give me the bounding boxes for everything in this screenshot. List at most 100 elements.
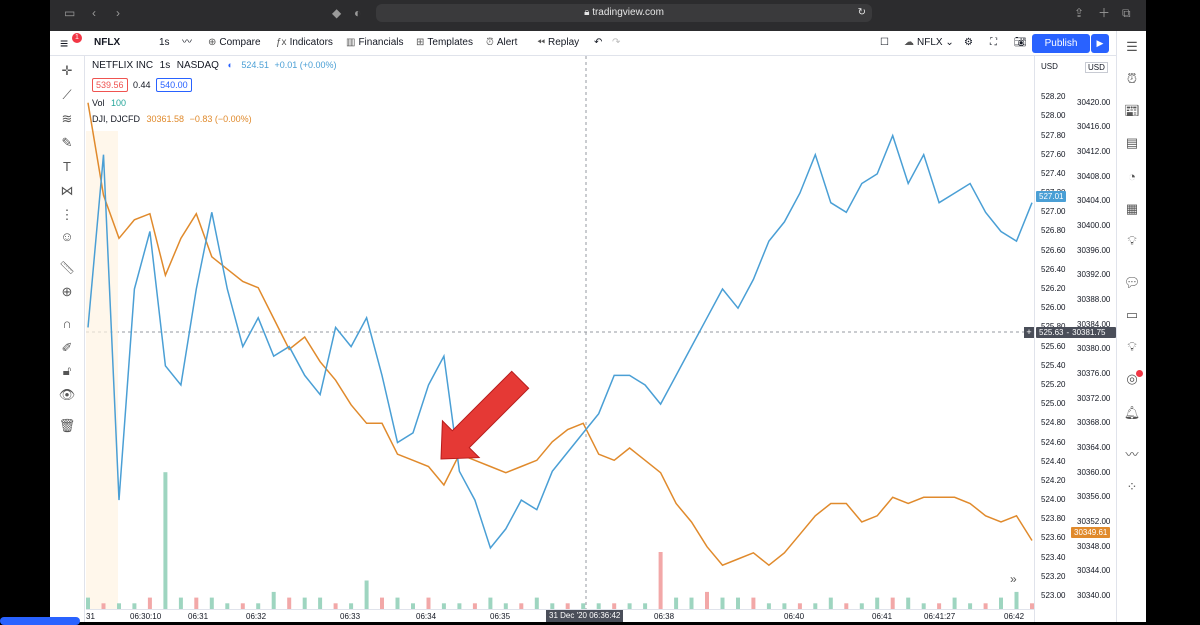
zoom-icon[interactable]: ⊕ [61, 284, 73, 299]
tab-overview-icon[interactable]: ⧉ [1122, 6, 1131, 20]
menu-icon[interactable]: ≡ [60, 35, 69, 51]
bottom-blue-button[interactable] [0, 617, 80, 625]
volume-bar [349, 603, 354, 609]
more-icon[interactable]: ⁘ [1126, 479, 1138, 494]
layout-icon[interactable]: ☐ [880, 37, 889, 48]
publish-button[interactable]: Publish [1032, 34, 1090, 53]
left-axis-tick: 526.80 [1041, 226, 1066, 236]
volume-bar [225, 603, 230, 609]
measure-range-icon[interactable]: ⋮ [60, 207, 74, 222]
replay-button[interactable]: ⏪︎ Replay [537, 31, 579, 55]
financials-label: Financials [358, 37, 404, 48]
notifications-bell-icon[interactable]: 🔔︎ [1123, 405, 1141, 420]
volume-bar [952, 597, 957, 609]
eye-icon[interactable]: 👁︎ [58, 387, 76, 402]
main-legend: NETFLIX INC 1s NASDAQ ◐ 524.51 +0.01 (+0… [92, 60, 337, 71]
cloud-icon: ☁︎ [904, 37, 914, 48]
messages-icon[interactable]: ▭ [1125, 307, 1139, 322]
volume-bar [380, 597, 384, 609]
volume-bar [411, 603, 415, 609]
volume-bar [441, 603, 446, 609]
fib-tool-icon[interactable]: ≋ [61, 111, 73, 126]
address-bar[interactable]: 🔒︎ tradingview.com ↻ [376, 4, 872, 22]
bid-ask-row: 539.56 0.44 540.00 [92, 78, 195, 92]
crosshair-icon[interactable]: ✛ [61, 63, 73, 78]
emoji-icon[interactable]: ☺︎ [60, 229, 74, 244]
watchlist-icon[interactable]: ☰ [1126, 39, 1138, 54]
right-axis-tick: 30404.00 [1077, 196, 1111, 206]
idea-stream-icon[interactable]: 💡︎ [1127, 339, 1137, 354]
compare-label: Compare [219, 37, 261, 48]
alert-button[interactable]: ⏰︎ Alert [486, 31, 517, 55]
right-axis-tick: 30384.00 [1077, 319, 1111, 329]
lock-drawing-icon[interactable]: ✐ [61, 340, 73, 355]
price-axes[interactable]: USD USD 528.20 528.00 527.80 527.60 527.40 52… [1034, 56, 1117, 622]
settings-icon[interactable]: ⚙︎ [964, 37, 973, 48]
pattern-icon[interactable]: ⋈ [60, 183, 74, 198]
share-icon[interactable]: ⇪ [1074, 6, 1085, 20]
trash-icon[interactable]: 🗑︎ [58, 418, 76, 433]
volume-bar [472, 603, 477, 609]
chats-icon[interactable]: 💬︎ [1123, 275, 1141, 290]
data-window-icon[interactable]: ▤ [1125, 135, 1139, 150]
tradingview-app: ≡ 1 NFLX 1s 〰 ⊕ Compare ƒx Indicators ▥ Fin… [50, 31, 1146, 622]
forward-icon[interactable]: › [116, 6, 120, 20]
symbol-search-button[interactable]: NFLX [94, 37, 121, 48]
financials-button[interactable]: ▥ Financials [346, 31, 403, 55]
compare-button[interactable]: ⊕ Compare [208, 31, 261, 55]
hotlists-icon[interactable]: ◔ [1128, 169, 1136, 184]
undo-icon[interactable]: ↶ [594, 37, 603, 48]
notification-badge: 1 [72, 33, 82, 43]
text-tool-icon[interactable]: T [63, 159, 71, 174]
chart-type-icon[interactable]: 〰 [182, 37, 192, 48]
trendline-icon[interactable]: ⟋ [62, 87, 72, 102]
left-axis-tick: 525.00 [1041, 399, 1066, 409]
volume-bar [720, 597, 725, 609]
streams-icon[interactable]: ◎ [1126, 371, 1138, 386]
left-axis-tick: 525.80 [1041, 322, 1065, 331]
redo-icon[interactable]: ↷ [612, 37, 621, 48]
reload-icon[interactable]: ↻ [857, 7, 866, 18]
volume-bar [828, 597, 833, 609]
left-letterbox [0, 31, 50, 622]
volume-bar [163, 472, 168, 609]
bid-box[interactable]: 539.56 [92, 78, 128, 92]
indicators-button[interactable]: ƒx Indicators [276, 31, 333, 55]
ruler-icon[interactable]: 📏︎ [58, 260, 76, 275]
brush-icon[interactable]: ✎ [61, 135, 73, 150]
privacy-icon[interactable]: ◐ [354, 6, 362, 20]
back-icon[interactable]: ‹ [92, 6, 96, 20]
calendar-icon[interactable]: ▦ [1125, 201, 1139, 216]
templates-button[interactable]: ⊞ Templates [416, 31, 473, 55]
right-axis-currency[interactable]: USD [1085, 62, 1108, 73]
scroll-right-icon[interactable]: » [1010, 572, 1017, 586]
compare-symbol: DJI, DJCFD [92, 114, 140, 124]
new-tab-icon[interactable]: ＋ [1098, 6, 1111, 20]
time-axis-tick: 06:34 [416, 612, 437, 621]
price-chart[interactable]: » [86, 56, 1034, 609]
time-axis[interactable]: 31 06:30:10 06:31 06:32 06:33 06:34 06:35 06:38… [86, 609, 1034, 623]
compare-legend: DJI, DJCFD 30361.58 −0.83 (−0.00%) [92, 114, 252, 124]
trading-panel-icon[interactable]: 〰 [1125, 447, 1139, 462]
crosshair-price-tag: 525.63-30381.75 [1036, 327, 1116, 338]
right-axis-tick: 30408.00 [1077, 171, 1111, 181]
fullscreen-icon[interactable]: ⛶ [990, 37, 997, 48]
cloud-save-button[interactable]: ☁︎ NFLX ⌄ [904, 37, 954, 48]
news-icon[interactable]: 📰︎ [1123, 103, 1141, 118]
sidebar-icon[interactable]: ▭ [64, 6, 76, 20]
ask-box[interactable]: 540.00 [156, 78, 192, 92]
left-axis-tick: 528.20 [1041, 92, 1066, 102]
ideas-bulb-icon[interactable]: 💡︎ [1127, 233, 1137, 248]
play-icon[interactable]: ▶ [1091, 34, 1109, 53]
add-order-icon[interactable]: + [1024, 327, 1034, 338]
left-axis-tick: 523.00 [1041, 591, 1066, 600]
interval-button[interactable]: 1s [159, 37, 170, 48]
volume-bar [937, 603, 942, 609]
alerts-clock-icon[interactable]: ⏰︎ [1126, 71, 1138, 86]
volume-bar [147, 597, 152, 609]
lock-icon[interactable]: 🔓︎ [62, 363, 72, 378]
magnet-icon[interactable]: ∩ [62, 316, 72, 331]
volume-legend: Vol 100 [92, 98, 126, 108]
camera-icon[interactable]: 📷︎ [1014, 37, 1027, 48]
volume-bar [612, 603, 617, 609]
